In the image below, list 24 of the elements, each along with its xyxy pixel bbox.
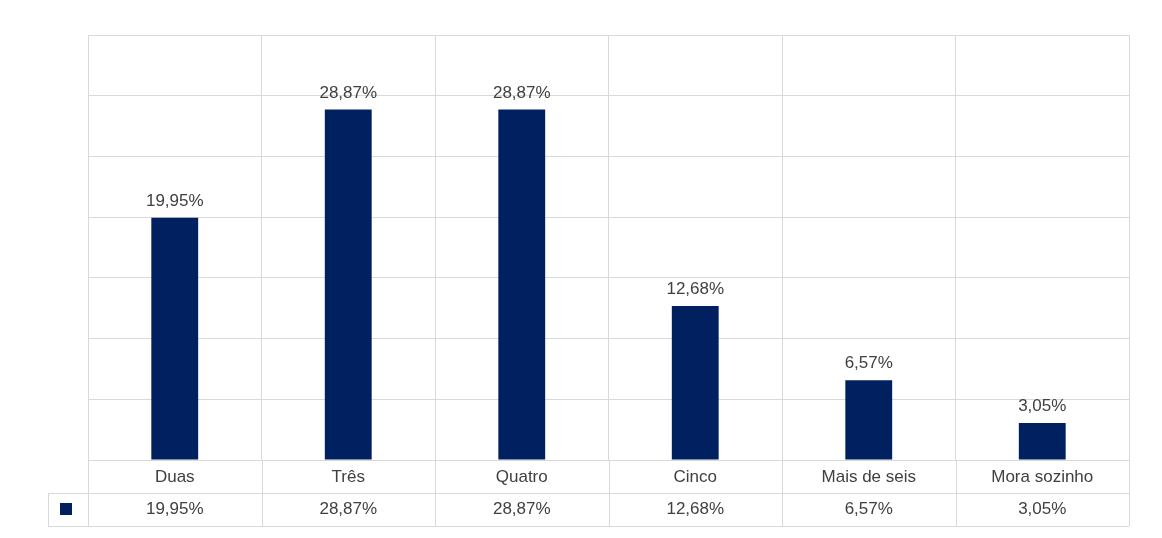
x-tick-label: Mora sozinho	[991, 466, 1094, 486]
bar	[671, 306, 719, 460]
text: 6,57%	[844, 353, 893, 373]
bar	[845, 380, 893, 460]
x-tick-label: Cinco	[673, 466, 717, 486]
text: 19,95%	[145, 190, 204, 210]
bar	[324, 109, 372, 460]
data-label: 28,87%	[319, 499, 378, 519]
text: 3,05%	[1018, 396, 1067, 416]
x-tick-label: Duas	[154, 466, 195, 486]
data-label: 12,68%	[666, 499, 725, 519]
data-label: 6,57%	[844, 499, 893, 519]
text: 28,87%	[492, 82, 551, 102]
bar	[498, 109, 546, 460]
x-tick-label: Quatro	[495, 466, 548, 486]
data-label: 28,87%	[492, 499, 551, 519]
text: 28,87%	[319, 82, 378, 102]
x-tick-label: Três	[331, 466, 365, 486]
x-tick-label: Mais de seis	[821, 466, 916, 486]
bar	[1018, 422, 1066, 460]
data-label: 19,95%	[145, 499, 204, 519]
data-label: 3,05%	[1018, 499, 1067, 519]
text: 12,68%	[666, 279, 725, 299]
bar	[151, 217, 199, 460]
